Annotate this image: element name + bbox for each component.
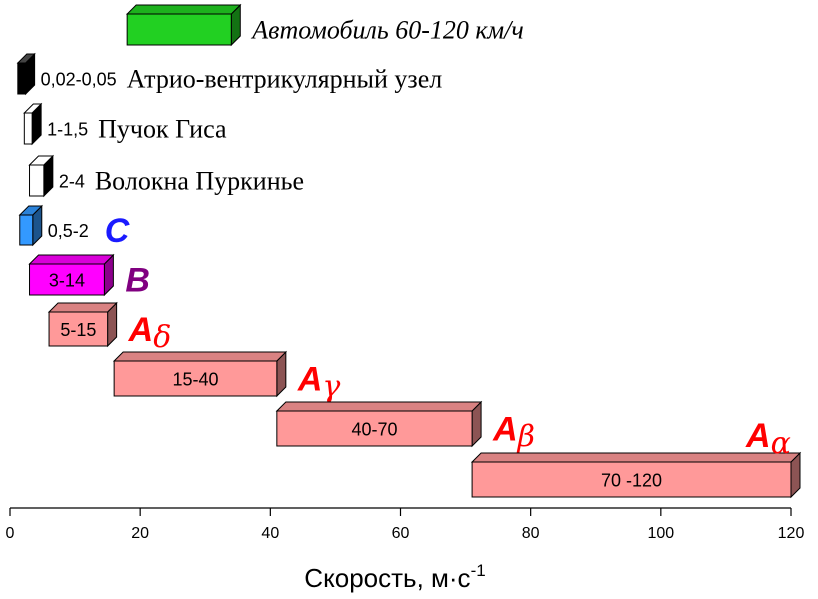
bar-group: Автомобиль 60-120 км/ч bbox=[125, 3, 524, 47]
bar-range-label: 2-4 bbox=[59, 172, 85, 192]
bar-top bbox=[112, 351, 288, 362]
bar-name-label: Автомобиль 60-120 км/ч bbox=[250, 16, 524, 45]
bar-group: 1-1,5 Пучок Гиса bbox=[23, 102, 227, 146]
bar bbox=[471, 461, 792, 498]
bar-group: 15-40 Aγ bbox=[112, 350, 341, 405]
bar bbox=[276, 410, 473, 447]
bar bbox=[29, 164, 45, 197]
x-axis: 0 20 40 60 80 100 120 bbox=[6, 507, 805, 542]
bar-name-subscript: β bbox=[517, 420, 535, 455]
bar-name-label: Aδ bbox=[128, 311, 172, 355]
x-tick-label: 0 bbox=[6, 525, 15, 542]
bar-name-main: A bbox=[745, 417, 771, 455]
bar bbox=[48, 311, 109, 347]
x-tick-label: 120 bbox=[778, 525, 805, 542]
bar-group: 70 -120 Aα bbox=[470, 417, 802, 499]
bar-name-subscript: δ bbox=[153, 320, 171, 355]
bar-range-label: 1-1,5 bbox=[47, 120, 88, 140]
bar-group: 2-4 Волокна Пуркинье bbox=[28, 154, 304, 198]
bar bbox=[113, 360, 278, 397]
bar-range-label: 0,5-2 bbox=[48, 221, 89, 241]
bar-name-label: Aα bbox=[745, 417, 791, 461]
bar bbox=[126, 13, 232, 46]
bar-name-main: C bbox=[105, 212, 130, 250]
bar bbox=[17, 62, 27, 95]
bar-group: 3-14 B bbox=[28, 253, 150, 300]
bar-group: 40-70 Aβ bbox=[275, 400, 535, 455]
bar-value-label: 5-15 bbox=[60, 320, 96, 340]
bar-name-label: B bbox=[125, 262, 150, 300]
x-tick-label: 40 bbox=[261, 525, 279, 542]
x-axis-title-superscript: -1 bbox=[471, 561, 486, 580]
bar-name-label: Атрио-вентрикулярный узел bbox=[127, 65, 443, 94]
x-axis-title: Скорость, м·с-1 bbox=[304, 561, 485, 593]
bar-name-label: Волокна Пуркинье bbox=[95, 167, 304, 196]
bar-name-subscript: γ bbox=[322, 370, 340, 405]
bar-group: 0,02-0,05 Атрио-вентрикулярный узел bbox=[16, 52, 443, 96]
bar-name-main: A bbox=[128, 311, 154, 349]
bar bbox=[19, 214, 34, 246]
bar bbox=[29, 263, 105, 296]
bar-name-main: A bbox=[492, 411, 518, 449]
bar-value-label: 15-40 bbox=[172, 370, 218, 390]
x-tick-label: 20 bbox=[131, 525, 149, 542]
x-axis-title-text: Скорость, м·с bbox=[304, 563, 470, 593]
bar-name-label: C bbox=[105, 212, 130, 250]
bar-top bbox=[28, 254, 115, 265]
x-tick-label: 80 bbox=[522, 525, 540, 542]
bar-name-label: Пучок Гиса bbox=[98, 115, 227, 144]
bar-name-subscript: α bbox=[771, 426, 791, 461]
bar bbox=[23, 112, 33, 145]
bar-name-label: Aβ bbox=[492, 411, 535, 455]
bars-layer: Автомобиль 60-120 км/ч 0,02-0,05 Атрио-вен… bbox=[16, 3, 802, 499]
bar-value-label: 70 -120 bbox=[601, 471, 662, 491]
bar-group: 5-15 Aδ bbox=[47, 301, 172, 355]
bar-value-label: 3-14 bbox=[49, 271, 85, 291]
x-tick-label: 100 bbox=[647, 525, 674, 542]
bar-top bbox=[125, 4, 242, 15]
bar-top bbox=[47, 302, 118, 313]
x-tick-label: 60 bbox=[392, 525, 410, 542]
bar-group: 0,5-2 C bbox=[18, 204, 130, 250]
bar-name-main: A bbox=[297, 361, 323, 399]
bar-name-main: B bbox=[125, 262, 150, 300]
bar-value-label: 40-70 bbox=[351, 420, 397, 440]
bar-range-label: 0,02-0,05 bbox=[41, 70, 117, 90]
bar-name-label: Aγ bbox=[297, 361, 341, 405]
bar-top bbox=[275, 401, 483, 412]
